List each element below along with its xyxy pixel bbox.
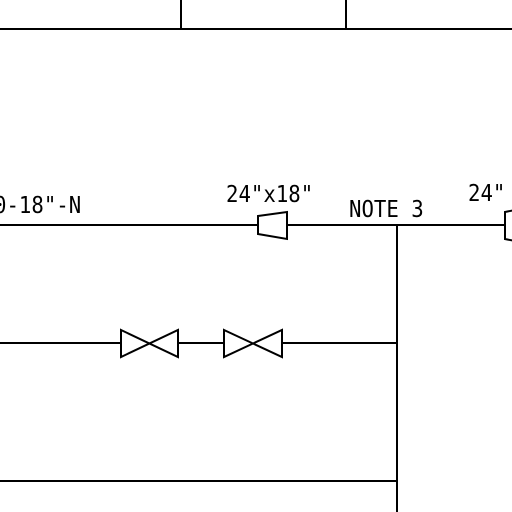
line-tag-label: 0-18"-N [0, 193, 81, 219]
note-label: NOTE 3 [349, 197, 424, 223]
reducer-left-symbol [257, 210, 288, 241]
gate-valve-2-symbol [223, 328, 283, 359]
reducer-size-right-label: 24" [468, 181, 505, 207]
reducer-size-label: 24"x18" [226, 182, 313, 208]
gate-valve-1-symbol [120, 328, 179, 359]
reducer-right-symbol [504, 209, 512, 242]
